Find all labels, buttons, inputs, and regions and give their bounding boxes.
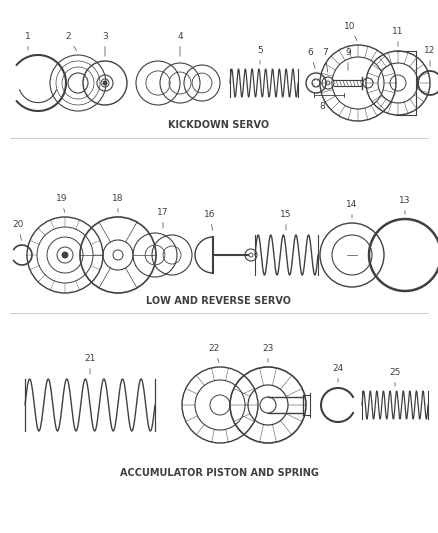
Text: 1: 1: [25, 32, 31, 50]
Text: 3: 3: [102, 32, 108, 56]
Text: KICKDOWN SERVO: KICKDOWN SERVO: [169, 120, 269, 130]
Text: ACCUMULATOR PISTON AND SPRING: ACCUMULATOR PISTON AND SPRING: [120, 468, 318, 478]
Text: 4: 4: [177, 32, 183, 56]
Circle shape: [103, 81, 107, 85]
Text: 6: 6: [307, 48, 315, 68]
Text: 25: 25: [389, 368, 401, 386]
Text: 18: 18: [112, 194, 124, 212]
Circle shape: [62, 252, 68, 258]
Text: 16: 16: [204, 210, 216, 230]
Text: 10: 10: [344, 22, 357, 41]
Text: 19: 19: [56, 194, 68, 212]
Text: 7: 7: [322, 48, 328, 72]
Text: 22: 22: [208, 344, 219, 362]
Text: 23: 23: [262, 344, 274, 362]
Text: 20: 20: [12, 220, 24, 240]
Text: 15: 15: [280, 210, 292, 230]
Text: 11: 11: [392, 27, 404, 46]
Text: 5: 5: [257, 46, 263, 64]
Text: 17: 17: [157, 208, 169, 228]
Text: 14: 14: [346, 200, 358, 218]
Text: 13: 13: [399, 196, 411, 214]
Text: 24: 24: [332, 364, 344, 382]
Text: 9: 9: [345, 48, 351, 70]
Text: 21: 21: [84, 354, 95, 374]
Text: LOW AND REVERSE SERVO: LOW AND REVERSE SERVO: [146, 296, 292, 306]
Text: 12: 12: [424, 46, 436, 66]
Text: 2: 2: [65, 32, 77, 51]
Text: 8: 8: [319, 99, 325, 111]
